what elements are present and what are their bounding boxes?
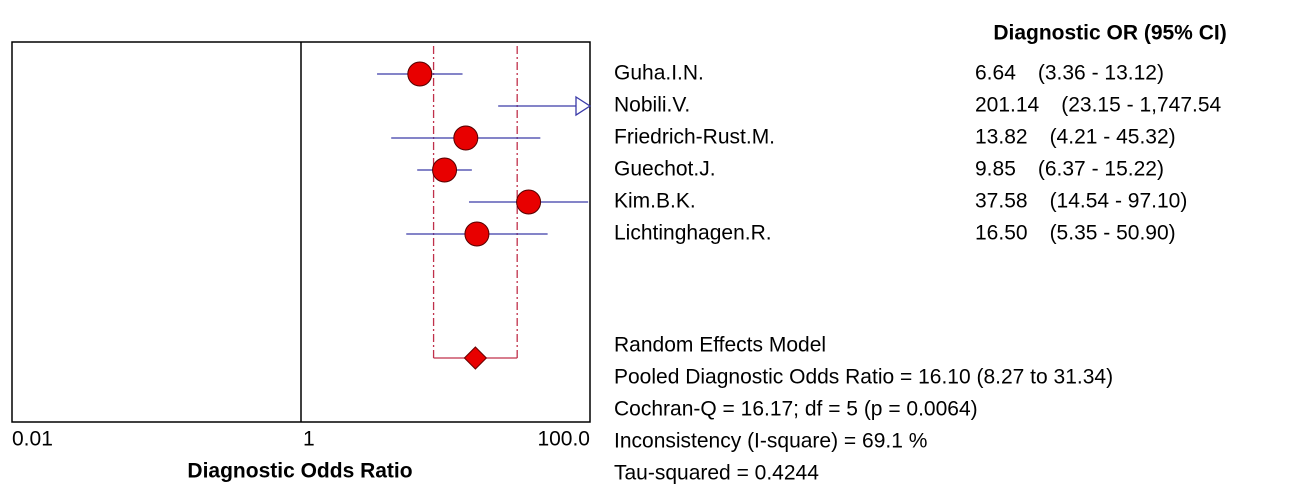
or-label: 9.85 — [975, 158, 1016, 181]
point — [516, 189, 542, 215]
x-tick-label: 100.0 — [537, 428, 590, 451]
summary-line: Pooled Diagnostic Odds Ratio = 16.10 (8.… — [614, 366, 1113, 389]
x-tick-label: 1 — [303, 428, 315, 451]
summary-line: Tau-squared = 0.4244 — [614, 462, 819, 485]
summary-line: Cochran-Q = 16.17; df = 5 (p = 0.0064) — [614, 398, 978, 421]
point — [407, 61, 433, 87]
study-name: Friedrich-Rust.M. — [614, 126, 775, 149]
ci-arrow — [575, 95, 592, 117]
study-name: Guechot.J. — [614, 158, 716, 181]
column-header: Diagnostic OR (95% CI) — [993, 22, 1226, 45]
study-name: Nobili.V. — [614, 94, 690, 117]
or-label: 16.50 — [975, 222, 1028, 245]
summary-line: Inconsistency (I-square) = 69.1 % — [614, 430, 927, 453]
point — [464, 221, 490, 247]
study-name: Guha.I.N. — [614, 62, 704, 85]
pooled-diamond — [463, 346, 488, 370]
x-tick-label: 0.01 — [12, 428, 53, 451]
ci-label: (14.54 - 97.10) — [1050, 190, 1188, 213]
x-axis-label: Diagnostic Odds Ratio — [187, 460, 412, 483]
summary-line: Random Effects Model — [614, 334, 826, 357]
ci-label: (3.36 - 13.12) — [1038, 62, 1164, 85]
point — [432, 157, 458, 183]
or-label: 37.58 — [975, 190, 1028, 213]
point — [453, 125, 479, 151]
ci-label: (5.35 - 50.90) — [1050, 222, 1176, 245]
ci-label: (4.21 - 45.32) — [1050, 126, 1176, 149]
ci-label: (23.15 - 1,747.54 — [1061, 94, 1221, 117]
study-name: Lichtinghagen.R. — [614, 222, 772, 245]
ci-label: (6.37 - 15.22) — [1038, 158, 1164, 181]
study-name: Kim.B.K. — [614, 190, 696, 213]
or-label: 201.14 — [975, 94, 1040, 117]
or-label: 13.82 — [975, 126, 1028, 149]
or-label: 6.64 — [975, 62, 1016, 85]
